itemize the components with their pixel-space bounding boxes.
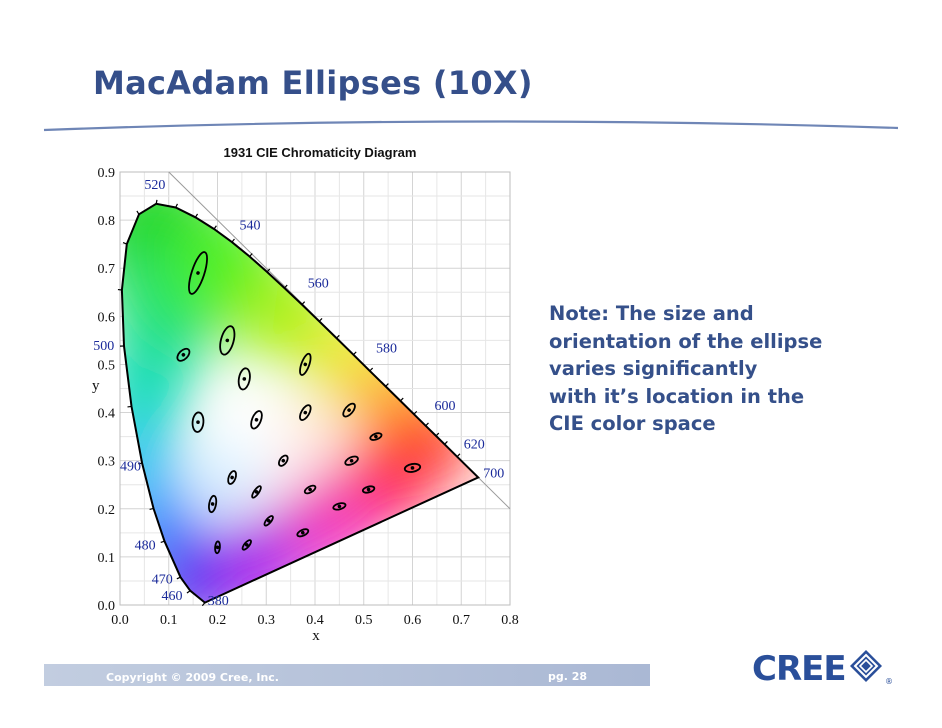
macadam-ellipse: [191, 411, 205, 433]
wavelength-label: 580: [376, 341, 397, 356]
note-line-2: orientation of the ellipse: [549, 329, 823, 353]
macadam-ellipse: [344, 455, 359, 466]
macadam-ellipse: [219, 325, 236, 356]
cree-logo: CREE ®: [752, 649, 893, 688]
note-text: Note: The size and orientation of the el…: [549, 300, 869, 438]
macadam-ellipse: [214, 540, 221, 555]
y-tick-label: 0.1: [98, 551, 116, 566]
wavelength-label: 470: [152, 572, 173, 587]
y-tick-label: 0.2: [98, 503, 116, 518]
macadam-ellipse: [188, 251, 208, 295]
note-line-1: Note: The size and: [549, 302, 754, 325]
x-tick-label: 0.0: [111, 613, 129, 628]
x-tick-label: 0.1: [160, 613, 178, 628]
note-line-5: CIE color space: [549, 412, 716, 435]
x-tick-label: 0.6: [404, 613, 422, 628]
macadam-ellipse: [208, 494, 218, 514]
macadam-ellipse: [251, 485, 262, 499]
macadam-ellipse: [332, 502, 347, 511]
macadam-ellipse: [176, 347, 191, 362]
wavelength-label: 520: [144, 178, 165, 193]
title-underline: [43, 120, 899, 132]
wavelength-label: 600: [434, 399, 455, 414]
macadam-ellipse: [342, 402, 356, 418]
y-tick-label: 0.8: [98, 214, 116, 229]
y-tick-label: 0.0: [98, 599, 116, 614]
wavelength-label: 560: [308, 276, 329, 291]
macadam-ellipse: [303, 484, 317, 495]
macadam-ellipse: [299, 404, 312, 421]
copyright-text: Copyright © 2009 Cree, Inc.: [106, 671, 279, 684]
cree-logo-text: CREE: [752, 649, 846, 688]
x-tick-label: 0.3: [258, 613, 276, 628]
macadam-ellipse: [263, 515, 274, 527]
y-tick-label: 0.5: [98, 358, 116, 373]
cie-chromaticity-diagram: 1931 CIE Chromaticity Diagram 0.0 0.1 0.2 0…: [92, 145, 519, 644]
footer-bar: [44, 664, 650, 686]
note-line-4: with it’s location in the: [549, 384, 805, 408]
y-tick-label: 0.3: [98, 455, 116, 470]
x-tick-label: 0.7: [453, 613, 471, 628]
wavelength-label: 500: [93, 339, 114, 354]
y-tick-label: 0.4: [98, 407, 116, 422]
macadam-ellipse: [278, 454, 289, 467]
macadam-ellipse: [296, 528, 310, 538]
y-tick-label: 0.9: [98, 166, 116, 181]
macadam-ellipse: [241, 539, 252, 551]
wavelength-label: 490: [120, 459, 141, 474]
macadam-ellipse: [299, 352, 312, 376]
note-line-3: varies significantly: [549, 357, 758, 380]
x-axis-label: x: [312, 628, 320, 644]
y-tick-label: 0.7: [98, 262, 116, 277]
wavelength-label: 460: [161, 589, 182, 604]
wavelength-label: 480: [135, 539, 156, 554]
x-tick-label: 0.2: [209, 613, 227, 628]
macadam-ellipse: [227, 470, 237, 485]
x-tick-label: 0.5: [355, 613, 373, 628]
x-tick-label: 0.4: [306, 613, 324, 628]
x-tick-label: 0.8: [501, 613, 519, 628]
registered-mark: ®: [885, 677, 893, 686]
wavelength-label: 700: [483, 467, 504, 482]
y-axis-label: y: [92, 378, 100, 394]
macadam-ellipse: [237, 367, 251, 391]
macadam-ellipse: [361, 485, 376, 494]
diagram-title: 1931 CIE Chromaticity Diagram: [224, 145, 417, 160]
macadam-ellipse: [250, 410, 263, 430]
wavelength-label: 620: [464, 438, 485, 453]
wavelength-label: 540: [239, 219, 260, 234]
macadam-ellipse: [369, 432, 383, 441]
y-tick-label: 0.6: [98, 310, 116, 325]
page-number: pg. 28: [548, 670, 588, 683]
macadam-ellipse: [403, 462, 422, 473]
cree-diamond-icon: [850, 650, 882, 682]
wavelength-label: 380: [208, 594, 229, 609]
slide-title: MacAdam Ellipses (10X): [93, 64, 533, 102]
